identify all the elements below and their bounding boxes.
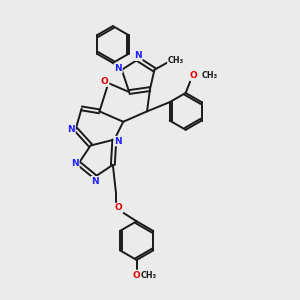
Text: O: O — [115, 203, 123, 212]
Text: N: N — [114, 136, 122, 146]
Text: O: O — [189, 70, 197, 80]
Text: O: O — [101, 77, 109, 86]
Text: CH₃: CH₃ — [201, 70, 218, 80]
Text: N: N — [68, 125, 75, 134]
Text: O: O — [133, 271, 140, 280]
Text: N: N — [71, 159, 79, 168]
Text: CH₃: CH₃ — [168, 56, 184, 65]
Text: N: N — [134, 51, 142, 60]
Text: CH₃: CH₃ — [141, 271, 157, 280]
Text: N: N — [91, 177, 99, 186]
Text: N: N — [114, 64, 122, 73]
